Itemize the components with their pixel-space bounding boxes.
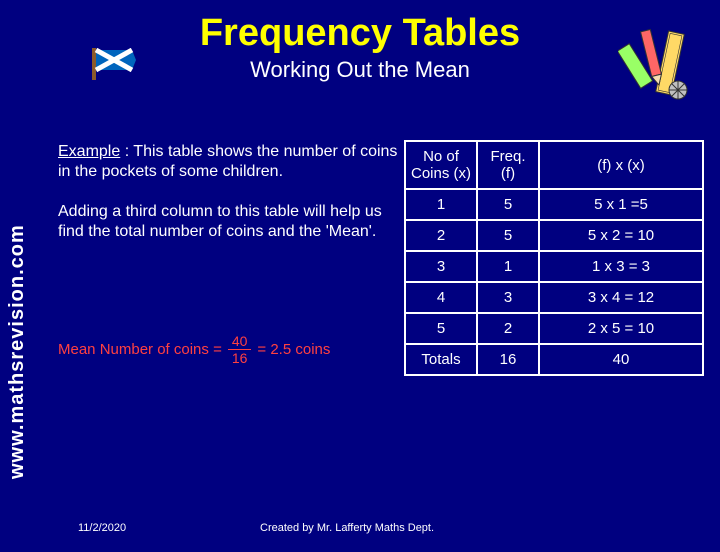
formula-denominator: 16 bbox=[232, 350, 248, 365]
header-f: Freq. (f) bbox=[477, 141, 539, 189]
mean-formula: Mean Number of coins = 40 16 = 2.5 coins bbox=[58, 334, 330, 365]
stationery-clipart-icon bbox=[618, 24, 702, 113]
cell-fx: 5 x 2 = 10 bbox=[539, 220, 703, 251]
sidebar-url: www.mathsrevision.com bbox=[6, 172, 36, 532]
header-fx: (f) x (x) bbox=[539, 141, 703, 189]
cell-fx: 2 x 5 = 10 bbox=[539, 313, 703, 344]
cell-f: 2 bbox=[477, 313, 539, 344]
table-header-row: No of Coins (x) Freq. (f) (f) x (x) bbox=[405, 141, 703, 189]
cell-x: 2 bbox=[405, 220, 477, 251]
cell-x: 3 bbox=[405, 251, 477, 282]
frequency-table: No of Coins (x) Freq. (f) (f) x (x) 1 5 … bbox=[404, 140, 704, 376]
totals-fx: 40 bbox=[539, 344, 703, 375]
cell-x: 1 bbox=[405, 189, 477, 220]
table-row: 3 1 1 x 3 = 3 bbox=[405, 251, 703, 282]
totals-label: Totals bbox=[405, 344, 477, 375]
table-row: 5 2 2 x 5 = 10 bbox=[405, 313, 703, 344]
header-x: No of Coins (x) bbox=[405, 141, 477, 189]
scotland-flag-icon bbox=[92, 48, 138, 85]
example-label: Example bbox=[58, 143, 120, 160]
example-line1: Example : This table shows the number of… bbox=[58, 142, 398, 182]
footer-date: 11/2/2020 bbox=[78, 522, 126, 534]
example-text2: Adding a third column to this table will… bbox=[58, 202, 398, 242]
formula-lhs: Mean Number of coins = bbox=[58, 341, 222, 358]
table-row: 4 3 3 x 4 = 12 bbox=[405, 282, 703, 313]
cell-fx: 1 x 3 = 3 bbox=[539, 251, 703, 282]
cell-f: 1 bbox=[477, 251, 539, 282]
totals-f: 16 bbox=[477, 344, 539, 375]
table-totals-row: Totals 16 40 bbox=[405, 344, 703, 375]
cell-f: 5 bbox=[477, 189, 539, 220]
formula-numerator: 40 bbox=[228, 334, 252, 350]
formula-fraction: 40 16 bbox=[228, 334, 252, 365]
cell-x: 4 bbox=[405, 282, 477, 313]
cell-f: 3 bbox=[477, 282, 539, 313]
footer-credit: Created by Mr. Lafferty Maths Dept. bbox=[260, 522, 434, 534]
cell-fx: 3 x 4 = 12 bbox=[539, 282, 703, 313]
cell-f: 5 bbox=[477, 220, 539, 251]
formula-rhs: = 2.5 coins bbox=[257, 341, 330, 358]
table-row: 1 5 5 x 1 =5 bbox=[405, 189, 703, 220]
cell-x: 5 bbox=[405, 313, 477, 344]
cell-fx: 5 x 1 =5 bbox=[539, 189, 703, 220]
table-row: 2 5 5 x 2 = 10 bbox=[405, 220, 703, 251]
example-block: Example : This table shows the number of… bbox=[58, 142, 398, 242]
